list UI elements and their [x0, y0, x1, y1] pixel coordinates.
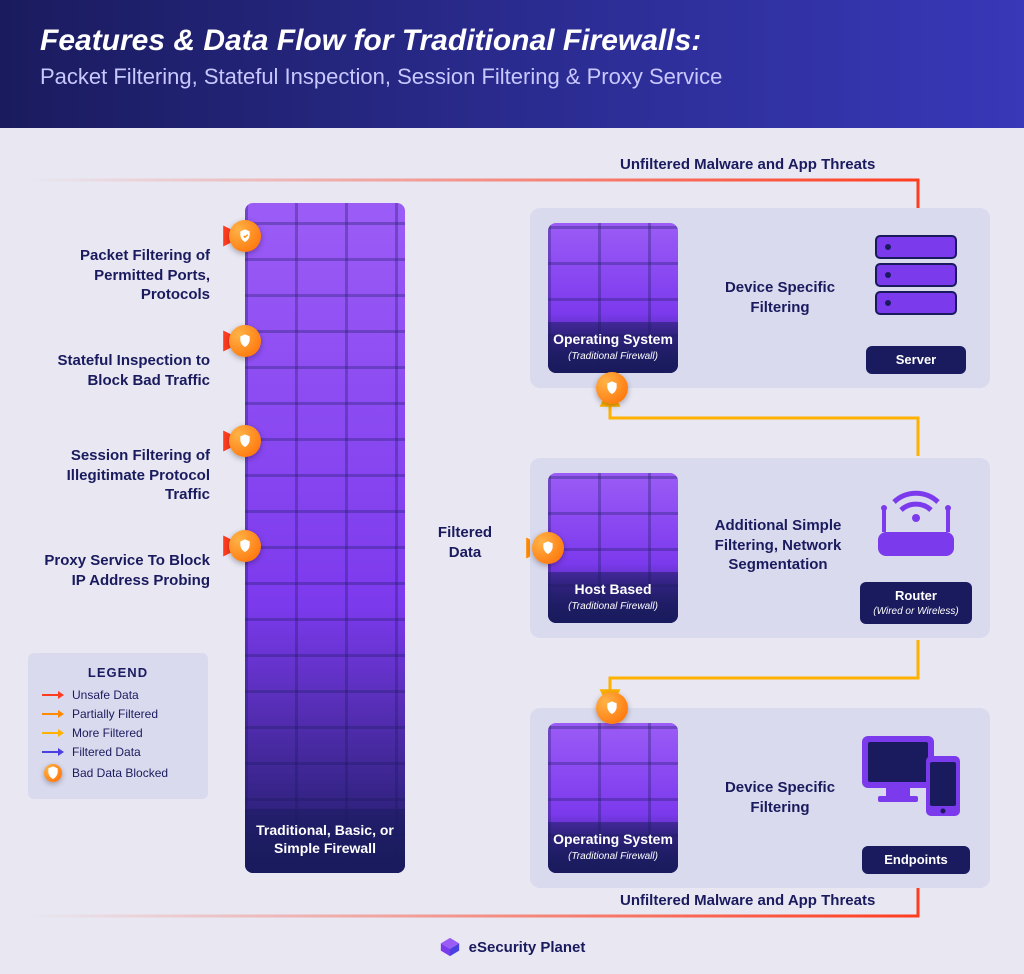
shield-icon: [229, 425, 261, 457]
os-firewall-bottom: Operating System (Traditional Firewall): [548, 723, 678, 873]
legend: LEGEND Unsafe Data Partially Filtered Mo…: [28, 653, 208, 799]
diagram-canvas: Packet Filtering of Permitted Ports, Pro…: [0, 128, 1024, 928]
shield-icon: [596, 692, 628, 724]
feature-stateful-inspection: Stateful Inspection to Block Bad Traffic: [40, 351, 210, 390]
legend-blocked: Bad Data Blocked: [42, 764, 194, 782]
os-bottom-label: Operating System: [553, 831, 673, 847]
feature-packet-filtering: Packet Filtering of Permitted Ports, Pro…: [40, 246, 210, 305]
hostbased-sub: (Traditional Firewall): [552, 600, 674, 613]
page-subtitle: Packet Filtering, Stateful Inspection, S…: [40, 64, 984, 90]
panel-server: Operating System (Traditional Firewall) …: [530, 208, 990, 388]
feature-session-filtering: Session Filtering of Illegitimate Protoc…: [40, 446, 210, 505]
panel-endpoints: Operating System (Traditional Firewall) …: [530, 708, 990, 888]
endpoints-icon: [856, 726, 966, 831]
panel-router: Host Based (Traditional Firewall) Additi…: [530, 458, 990, 638]
shield-icon: [229, 220, 261, 252]
router-sub: (Wired or Wireless): [870, 606, 962, 618]
server-icon: [866, 226, 966, 331]
additional-filtering: Additional Simple Filtering, Network Seg…: [698, 516, 858, 575]
main-firewall: Traditional, Basic, or Simple Firewall: [245, 203, 405, 873]
footer-brand: eSecurity Planet: [0, 936, 1024, 958]
hostbased-firewall: Host Based (Traditional Firewall): [548, 473, 678, 623]
os-bottom-sub: (Traditional Firewall): [552, 850, 674, 863]
os-top-sub: (Traditional Firewall): [552, 350, 674, 363]
brick-pattern-icon: [245, 203, 405, 873]
feature-proxy-service: Proxy Service To Block IP Address Probin…: [40, 551, 210, 590]
shield-icon: [532, 532, 564, 564]
legend-partial: Partially Filtered: [42, 707, 194, 721]
router-label: Router: [895, 588, 937, 603]
legend-filtered: Filtered Data: [42, 745, 194, 759]
hostbased-label: Host Based: [574, 581, 651, 597]
filtered-data-label: Filtered Data: [420, 523, 510, 562]
shield-icon: [596, 372, 628, 404]
legend-unsafe: Unsafe Data: [42, 688, 194, 702]
header: Features & Data Flow for Traditional Fir…: [0, 0, 1024, 128]
legend-title: LEGEND: [42, 665, 194, 680]
os-firewall-top: Operating System (Traditional Firewall): [548, 223, 678, 373]
endpoints-label: Endpoints: [862, 846, 970, 874]
shield-icon: [229, 530, 261, 562]
threat-bottom: Unfiltered Malware and App Threats: [620, 892, 875, 909]
main-firewall-label: Traditional, Basic, or Simple Firewall: [245, 809, 405, 873]
device-filtering-top: Device Specific Filtering: [710, 278, 850, 317]
brand-logo-icon: [439, 936, 461, 958]
server-label: Server: [866, 346, 966, 374]
page-title: Features & Data Flow for Traditional Fir…: [40, 24, 984, 58]
device-filtering-bottom: Device Specific Filtering: [710, 778, 850, 817]
shield-icon: [229, 325, 261, 357]
os-top-label: Operating System: [553, 331, 673, 347]
legend-more: More Filtered: [42, 726, 194, 740]
router-icon: [866, 480, 966, 575]
threat-top: Unfiltered Malware and App Threats: [620, 156, 875, 173]
